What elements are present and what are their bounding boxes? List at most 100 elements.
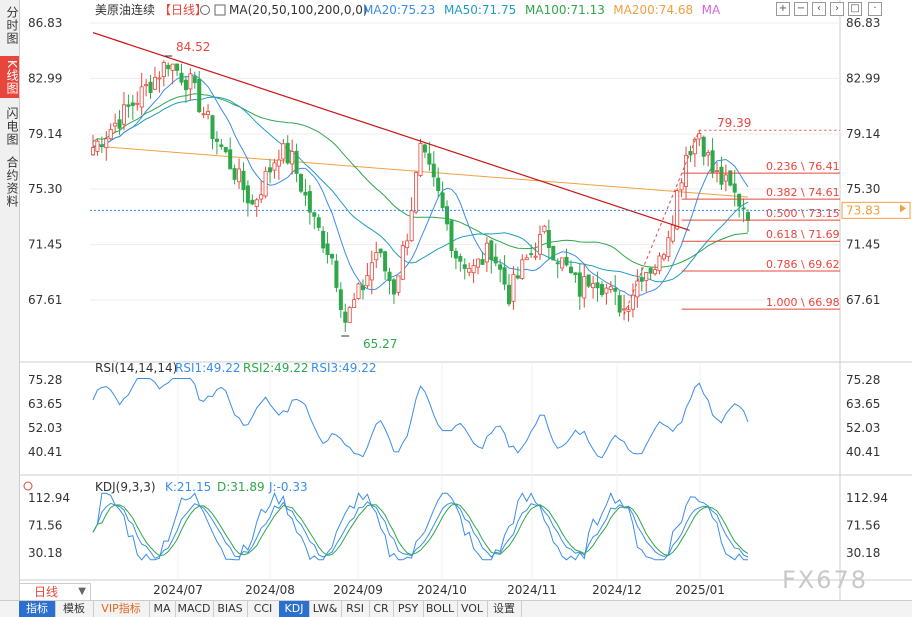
candle-body [312,212,317,217]
indicator-tab-12[interactable]: BOLL [423,601,458,617]
candle-body [126,104,131,107]
candle-body [108,129,113,140]
candle-body [608,286,613,290]
candle-body [546,229,551,248]
candle-body [329,253,334,259]
candle-body [515,275,520,279]
rsi-y-tick-right: 52.03 [846,421,880,435]
zoom-in-icon[interactable]: + [776,2,790,16]
kdj-y-tick-right: 71.56 [846,519,880,533]
rsi-value-label: RSI1:49.22 [175,361,241,375]
candle-body [573,272,578,276]
scroll-right-icon[interactable]: › [830,2,844,16]
fib-level-label: 0.382 \ 74.61 [766,186,840,199]
period-selector-label: 日线 [34,585,59,599]
candle-body [507,284,512,305]
fib-level-label: 0.236 \ 76.41 [766,160,840,173]
indicator-tab-5[interactable]: BIAS [213,601,248,617]
candle-body [418,143,423,176]
candle-body [661,254,666,260]
candle-body [577,272,582,297]
fib-level-label: 1.000 \ 66.98 [766,296,840,309]
candle-body [582,276,587,299]
candle-body [95,140,100,152]
candle-body [524,257,529,261]
indicator-tab-3[interactable]: MA [149,601,176,617]
swing-high-label: 84.52 [176,40,210,54]
ma-value-label: MA200:74.68 [613,3,693,17]
kdj-j-line [92,491,748,561]
candle-body [679,182,684,191]
candle-body [281,143,286,160]
indicator-tab-13[interactable]: VOL [457,601,488,617]
scroll-left-icon[interactable]: ‹ [812,2,826,16]
indicator-tab-8[interactable]: LW& [309,601,342,617]
x-tick-label: 2025/01 [675,583,725,597]
candle-body [639,277,644,282]
sidebar-item-0[interactable]: 分时图 [5,5,19,45]
candle-body [635,280,640,298]
candle-body [533,255,538,258]
x-tick-label: 2024/10 [417,583,467,597]
price-y-tick-right: 86.83 [846,16,880,30]
current-price-tag [841,201,911,219]
candle-body [657,255,662,272]
x-tick-label: 2024/12 [592,583,642,597]
indicator-tab-10[interactable]: CR [369,601,394,617]
x-tick-label: 2024/08 [245,583,295,597]
candle-body [241,170,246,191]
indicator-tab-14[interactable]: 设置 [487,601,522,617]
indicator-tab-4[interactable]: MACD [175,601,214,617]
candle-body [179,72,184,83]
candle-body [564,256,569,266]
kdj-d-line [92,503,749,557]
kdj-k-line [92,501,749,559]
kdj-y-tick-left: 112.94 [28,491,70,505]
candle-body [352,299,357,309]
candle-body [604,287,609,294]
indicator-tab-11[interactable]: PSY [393,601,424,617]
candle-body [152,76,157,90]
candle-body [245,185,250,204]
indicator-tab-6[interactable]: CCI [247,601,280,617]
indicator-tab-9[interactable]: RSI [341,601,370,617]
zoom-out-icon[interactable]: − [794,2,808,16]
candle-body [626,309,631,312]
candle-body [746,212,751,221]
rsi-y-tick-left: 52.03 [28,421,62,435]
indicator-tab-2[interactable]: VIP指标 [93,601,150,617]
candle-body [254,199,259,207]
ma100-line [92,93,749,268]
candle-body [219,144,224,147]
fib-level-label: 0.500 \ 73.15 [766,207,840,220]
candle-body [104,138,109,149]
sidebar-item-1[interactable]: K线图 [0,56,19,98]
kdj-value-label: D:31.89 [217,480,265,494]
candle-body [263,170,268,197]
sidebar-item-2[interactable]: 闪电图 [5,106,19,146]
candle-body [458,256,463,262]
candle-body [449,220,454,251]
indicator-tab-7[interactable]: KDJ [279,601,310,617]
candle-body [321,230,326,249]
fullscreen-icon[interactable]: □ [848,2,862,16]
settings-icon[interactable]: · [868,2,882,16]
candle-body [498,264,503,270]
period-selector[interactable]: 日线 ▼ [19,583,91,601]
kdj-y-tick-left: 30.18 [28,546,62,560]
candle-body [139,86,144,108]
ma-value-label: MA20:75.23 [363,3,435,17]
candle-body [223,147,228,153]
indicator-tab-1[interactable]: 模板 [55,601,94,617]
candle-body [476,258,481,268]
rsi-value-label: RSI3:49.22 [311,361,377,375]
indicator-tab-0[interactable]: 指标 [19,601,56,617]
candle-body [723,174,728,182]
candle-body [135,102,140,105]
kdj-y-tick-left: 71.56 [28,519,62,533]
candle-body [405,240,410,249]
kdj-settings-icon [23,481,33,491]
ma-value-label: MA100:71.13 [525,3,605,17]
sidebar-item-3[interactable]: 合约资料 [5,156,19,208]
